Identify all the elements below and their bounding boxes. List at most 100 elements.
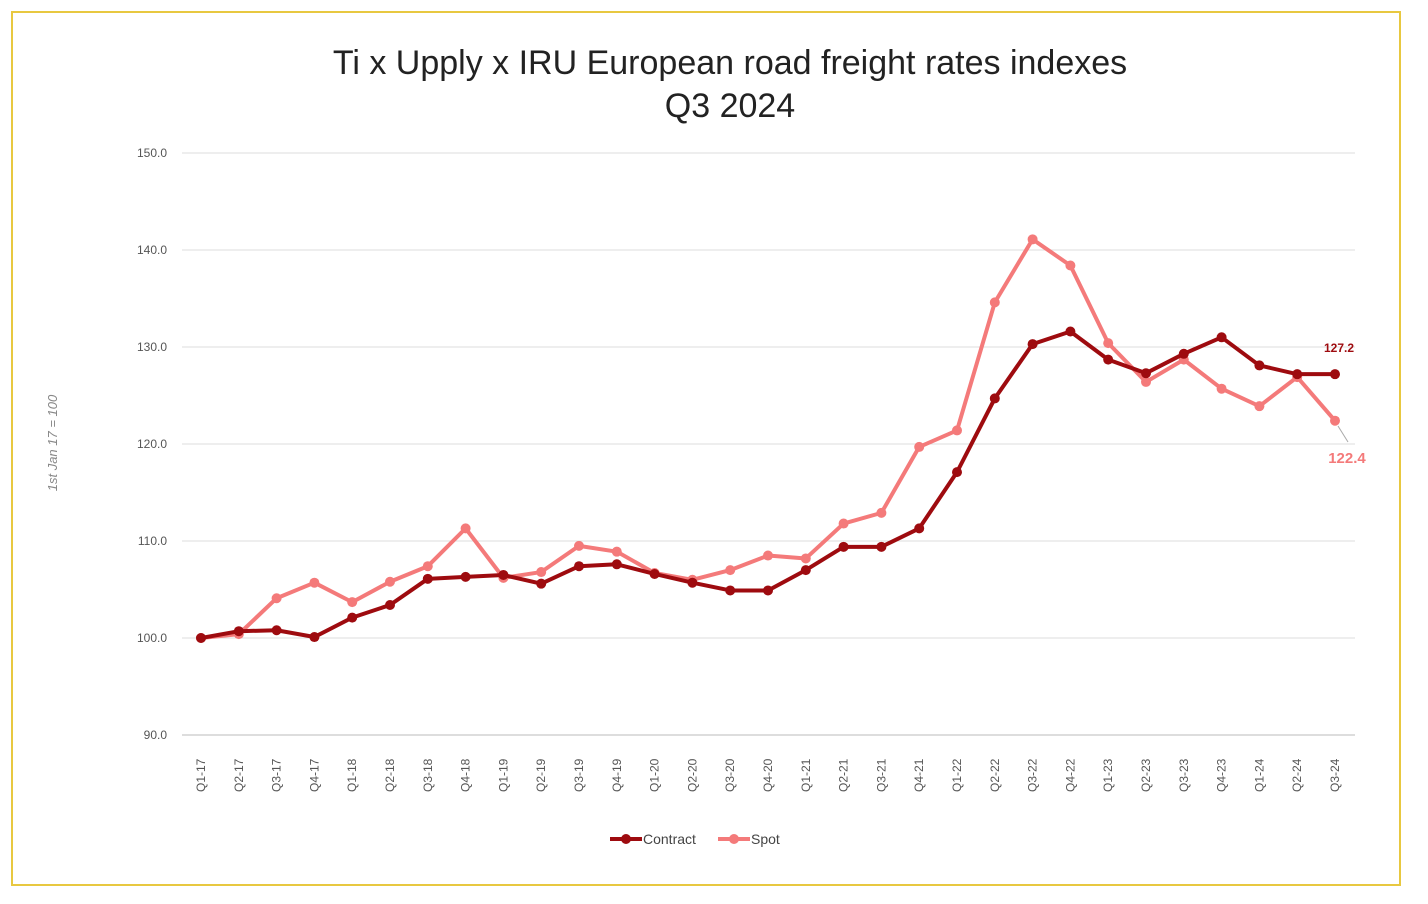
x-tick-label: Q3-22 [1026, 758, 1040, 792]
data-point-spot [309, 577, 320, 588]
x-tick-label: Q3-20 [723, 758, 737, 792]
x-tick-label: Q4-21 [912, 758, 926, 792]
data-point-spot [1254, 401, 1265, 412]
x-tick-label: Q2-18 [383, 758, 397, 792]
data-point-contract [1254, 360, 1265, 371]
data-point-contract [196, 633, 206, 643]
y-tick-label: 110.0 [138, 534, 167, 548]
data-point-contract [460, 571, 471, 582]
x-tick-label: Q1-24 [1252, 758, 1266, 792]
data-point-spot [1027, 234, 1038, 245]
data-point-contract [1027, 339, 1038, 350]
data-point-contract [1141, 368, 1151, 379]
data-point-contract [649, 568, 660, 579]
data-point-contract [1065, 326, 1076, 337]
data-point-spot [838, 518, 849, 529]
x-tick-label: Q1-20 [648, 758, 662, 792]
data-point-contract [574, 561, 584, 572]
data-point-spot [1216, 383, 1227, 394]
data-point-contract [1330, 369, 1340, 380]
x-tick-label: Q3-24 [1328, 758, 1342, 792]
y-tick-label: 130.0 [137, 340, 167, 354]
x-tick-label: Q2-21 [837, 758, 851, 792]
data-point-contract [271, 625, 282, 636]
data-point-spot [1330, 415, 1340, 426]
x-tick-label: Q2-20 [685, 758, 699, 792]
data-point-contract [914, 523, 925, 534]
data-point-spot [952, 425, 962, 436]
data-point-spot [914, 441, 925, 452]
data-point-spot [876, 507, 887, 518]
x-tick-label: Q4-22 [1063, 758, 1077, 792]
y-tick-label: 120.0 [137, 437, 167, 451]
data-point-contract [385, 600, 395, 611]
data-point-spot [574, 540, 584, 551]
data-point-spot [271, 593, 282, 604]
data-point-contract [536, 578, 547, 589]
data-point-spot [1065, 260, 1076, 271]
data-point-contract [1292, 369, 1303, 380]
legend-swatch-marker [621, 834, 631, 844]
x-tick-label: Q2-17 [232, 758, 246, 792]
x-tick-label: Q1-23 [1101, 758, 1115, 792]
subtitle-line: Q3 2024 [664, 87, 796, 125]
data-point-contract [309, 632, 320, 643]
legend-swatch-marker [729, 834, 739, 844]
x-tick-label: Q4-23 [1215, 758, 1229, 792]
x-tick-label: Q4-17 [307, 758, 321, 792]
x-tick-label: Q2-23 [1139, 758, 1153, 792]
x-tick-label: Q4-19 [610, 758, 624, 792]
data-point-contract [838, 541, 849, 552]
data-point-spot [460, 523, 471, 534]
data-point-spot [536, 567, 547, 578]
data-point-spot [800, 553, 811, 564]
data-point-spot [611, 546, 622, 557]
x-tick-label: Q3-19 [572, 758, 586, 792]
data-point-contract [1103, 354, 1114, 365]
y-axis-label: 1st Jan 17 = 100 [45, 394, 60, 491]
data-point-spot [725, 565, 736, 576]
data-point-spot [989, 297, 1000, 308]
data-point-contract [347, 612, 358, 623]
x-tick-label: Q3-18 [421, 758, 435, 792]
y-tick-label: 140.0 [137, 243, 167, 257]
x-tick-label: Q3-23 [1177, 758, 1191, 792]
x-tick-label: Q4-18 [459, 758, 473, 792]
x-tick-label: Q1-17 [194, 758, 208, 792]
data-point-spot [422, 561, 433, 572]
legend-label: Contract [643, 831, 696, 847]
data-point-contract [233, 626, 244, 637]
data-point-contract [989, 393, 1000, 404]
data-point-contract [952, 467, 962, 478]
title-line: Ti x Upply x IRU European road freight r… [332, 44, 1128, 82]
data-point-contract [800, 565, 811, 576]
y-tick-label: 90.0 [144, 728, 168, 742]
series-line-spot [200, 237, 1337, 640]
data-point-contract [498, 569, 509, 580]
x-tick-label: Q2-22 [988, 758, 1002, 792]
x-tick-label: Q2-24 [1290, 758, 1304, 792]
data-point-contract [422, 573, 433, 584]
x-tick-label: Q4-20 [761, 758, 775, 792]
data-point-spot [347, 597, 358, 608]
x-tick-label: Q1-21 [799, 758, 813, 792]
data-point-contract [725, 585, 736, 596]
data-point-contract [687, 577, 698, 588]
data-point-contract [1178, 348, 1189, 359]
x-tick-label: Q3-21 [874, 758, 888, 792]
data-point-contract [763, 585, 773, 596]
data-point-contract [1216, 332, 1227, 343]
data-point-spot [763, 550, 773, 561]
spot-end-label: 122.4 [1328, 450, 1366, 467]
y-tick-label: 150.0 [137, 146, 167, 160]
chart-title: Ti x Upply x IRU European road freight r… [0, 42, 1428, 128]
chart-frame [11, 11, 1401, 886]
data-point-contract [876, 541, 887, 552]
x-tick-label: Q2-19 [534, 758, 548, 792]
data-point-contract [611, 559, 622, 570]
data-point-spot [385, 576, 395, 587]
x-tick-label: Q1-22 [950, 758, 964, 792]
x-tick-label: Q3-17 [270, 758, 284, 792]
data-point-spot [1141, 376, 1151, 387]
